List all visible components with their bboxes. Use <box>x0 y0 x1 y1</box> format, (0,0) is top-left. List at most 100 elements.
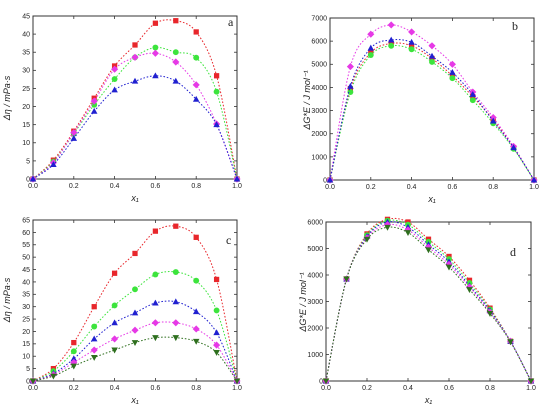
data-point <box>91 101 98 108</box>
data-point <box>192 308 200 315</box>
panel-letter: d <box>510 245 516 259</box>
data-point <box>111 270 118 276</box>
x-tick-label: 0.0 <box>325 184 335 191</box>
data-point <box>192 81 200 89</box>
series-fit-curve <box>32 271 238 382</box>
data-point <box>111 319 118 326</box>
x-tick-label: 0.0 <box>28 385 38 392</box>
data-point <box>131 326 139 334</box>
data-point <box>111 302 118 309</box>
data-point <box>91 323 98 330</box>
data-point <box>50 373 57 380</box>
data-point <box>132 42 138 48</box>
data-point <box>172 319 180 327</box>
data-point <box>173 18 179 24</box>
y-tick-label: 55 <box>22 242 30 249</box>
data-point <box>193 277 200 284</box>
data-point <box>131 77 139 84</box>
y-tick-label: 15 <box>22 122 30 129</box>
data-point <box>213 341 221 349</box>
data-point <box>50 161 57 167</box>
x-tick-label: 0.0 <box>321 385 331 392</box>
y-axis-label: ΔG*E / J mol⁻¹ <box>298 272 308 332</box>
series-fit-curve <box>32 300 238 382</box>
plot-frame <box>32 15 238 180</box>
y-tick-label: 4000 <box>311 85 327 92</box>
x-tick-label: 0.4 <box>110 183 120 190</box>
data-point <box>428 42 436 50</box>
data-point <box>70 363 78 370</box>
data-point <box>388 42 395 49</box>
data-point <box>510 144 517 151</box>
x-axis-label: x₁ <box>427 194 436 204</box>
data-point <box>192 338 200 345</box>
data-point <box>172 49 179 56</box>
series-fit-curve <box>32 75 238 180</box>
data-point <box>152 44 159 51</box>
data-point <box>132 286 138 293</box>
y-tick-label: 0 <box>26 378 30 385</box>
data-point <box>172 335 180 342</box>
y-axis-label: Δη / mPa·s <box>2 75 12 121</box>
data-point <box>131 53 139 61</box>
x-tick-label: 0.6 <box>151 183 161 190</box>
data-point <box>213 276 220 283</box>
y-tick-label: 2000 <box>311 131 327 138</box>
data-point <box>213 73 220 79</box>
series-fit-curve <box>325 226 532 382</box>
y-tick-label: 1000 <box>311 154 327 161</box>
data-point <box>489 117 497 124</box>
data-point <box>111 65 119 73</box>
data-point <box>408 28 416 36</box>
data-point <box>29 175 37 182</box>
y-tick-label: 25 <box>22 316 30 323</box>
data-point <box>363 236 371 243</box>
x-tick-label: 0.8 <box>485 385 495 392</box>
data-point <box>408 38 415 45</box>
x-tick-label: 0.2 <box>366 184 376 191</box>
data-point <box>469 97 476 104</box>
x-axis-label: x₁ <box>130 193 139 203</box>
data-point <box>131 309 139 316</box>
data-point <box>90 354 98 361</box>
data-point <box>172 269 179 275</box>
data-point <box>387 36 395 43</box>
x-tick-label: 0.0 <box>28 183 38 190</box>
x-tick-label: 0.6 <box>151 385 161 392</box>
data-point <box>449 68 456 75</box>
y-tick-label: 20 <box>22 104 30 111</box>
data-point <box>347 89 354 96</box>
data-point <box>193 234 199 240</box>
y-tick-label: 3000 <box>311 108 327 115</box>
data-point <box>466 287 473 293</box>
x-tick-label: 0.2 <box>362 385 372 392</box>
y-tick-label: 15 <box>22 341 30 348</box>
data-point <box>90 107 98 114</box>
data-point <box>429 59 435 65</box>
series-fit-curve <box>325 221 532 382</box>
y-tick-label: 40 <box>22 279 30 286</box>
x-tick-label: 1.0 <box>232 385 242 392</box>
y-tick-label: 5000 <box>307 246 323 253</box>
data-point <box>448 60 456 68</box>
data-point <box>90 97 98 105</box>
data-point <box>91 304 97 310</box>
data-point <box>111 347 118 354</box>
data-point <box>428 52 436 59</box>
data-point <box>172 77 180 84</box>
x-tick-label: 0.4 <box>110 385 120 392</box>
x-tick-label: 1.0 <box>529 184 539 191</box>
panel-letter: b <box>512 19 518 33</box>
data-point <box>70 348 77 355</box>
data-point <box>29 378 37 385</box>
data-point <box>111 76 118 82</box>
y-tick-label: 30 <box>22 304 30 311</box>
panel-b: 0.0 0.2 0.4 0.6 0.8 1.0 0 1000 2000 3000 4000 5000 6… <box>302 15 539 204</box>
y-tick-label: 50 <box>22 255 30 262</box>
data-point <box>367 44 375 51</box>
panel-c: 0.0 0.2 0.4 0.6 0.8 1.0 0 5 10 15 20 25 30 35 40 45 50 55… <box>2 217 242 405</box>
y-tick-label: 45 <box>22 267 30 274</box>
panel-letter: c <box>226 233 231 247</box>
series-fit-curve <box>32 52 238 180</box>
